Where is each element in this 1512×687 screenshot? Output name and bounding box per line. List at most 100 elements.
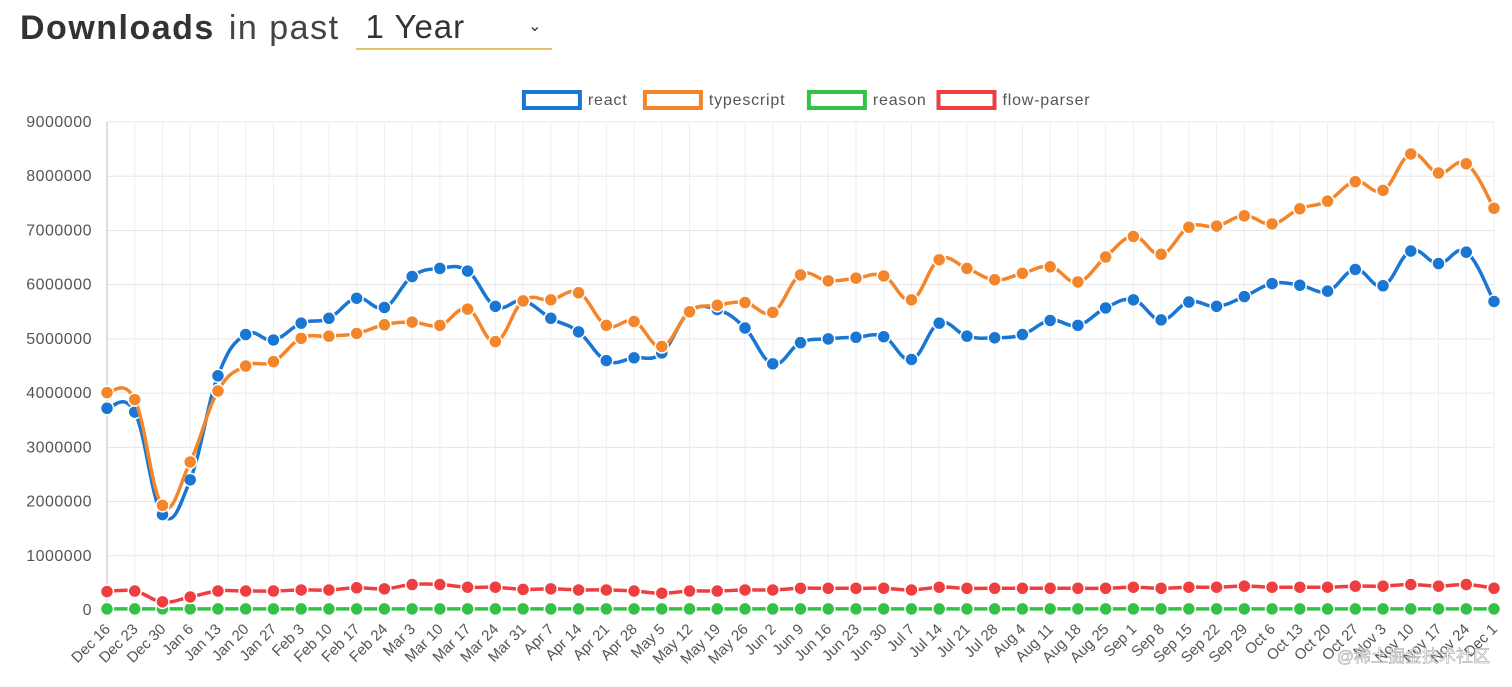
data-point-typescript[interactable] [626, 314, 642, 329]
data-point-react[interactable] [1042, 313, 1058, 328]
data-point-react[interactable] [987, 330, 1002, 346]
data-point-flow-parser[interactable] [571, 582, 586, 598]
data-point-reason[interactable] [182, 601, 198, 617]
data-point-typescript[interactable] [1126, 229, 1141, 244]
data-point-reason[interactable] [931, 601, 947, 617]
data-point-reason[interactable] [210, 601, 226, 617]
data-point-flow-parser[interactable] [155, 594, 170, 610]
data-point-typescript[interactable] [321, 328, 337, 344]
data-point-reason[interactable] [599, 601, 614, 617]
data-point-react[interactable] [321, 311, 337, 326]
data-point-flow-parser[interactable] [1209, 579, 1224, 595]
data-point-react[interactable] [1375, 278, 1391, 294]
data-point-react[interactable] [1181, 294, 1197, 310]
data-point-react[interactable] [931, 315, 947, 331]
data-point-reason[interactable] [626, 601, 642, 617]
data-point-flow-parser[interactable] [1098, 581, 1113, 596]
data-point-flow-parser[interactable] [1459, 577, 1474, 592]
data-point-flow-parser[interactable] [848, 581, 864, 596]
data-point-flow-parser[interactable] [765, 582, 781, 598]
data-point-react[interactable] [1486, 294, 1502, 309]
legend-item-typescript[interactable]: typescript [642, 90, 785, 110]
data-point-typescript[interactable] [1292, 201, 1308, 217]
data-point-react[interactable] [266, 332, 281, 348]
data-point-react[interactable] [404, 269, 420, 284]
data-point-reason[interactable] [1042, 601, 1058, 617]
data-point-react[interactable] [1070, 318, 1086, 333]
data-point-react[interactable] [488, 299, 503, 314]
data-point-react[interactable] [765, 356, 781, 372]
data-point-flow-parser[interactable] [654, 585, 670, 601]
data-point-flow-parser[interactable] [710, 583, 725, 599]
data-point-react[interactable] [543, 311, 559, 326]
data-point-flow-parser[interactable] [99, 584, 115, 599]
data-point-typescript[interactable] [488, 334, 503, 349]
data-point-react[interactable] [1098, 300, 1113, 316]
data-point-flow-parser[interactable] [737, 582, 753, 598]
data-point-flow-parser[interactable] [1348, 578, 1363, 594]
data-point-flow-parser[interactable] [182, 589, 198, 605]
data-point-react[interactable] [349, 290, 364, 306]
data-point-react[interactable] [1237, 289, 1252, 304]
data-point-typescript[interactable] [1486, 200, 1502, 216]
data-point-reason[interactable] [904, 601, 919, 617]
data-point-reason[interactable] [1403, 601, 1419, 617]
data-point-reason[interactable] [266, 601, 281, 617]
data-point-react[interactable] [293, 315, 309, 331]
data-point-reason[interactable] [349, 601, 364, 617]
data-point-typescript[interactable] [1403, 146, 1419, 162]
data-point-flow-parser[interactable] [377, 581, 392, 597]
data-point-react[interactable] [210, 368, 226, 384]
data-point-typescript[interactable] [959, 261, 975, 276]
data-point-react[interactable] [820, 331, 836, 347]
data-point-flow-parser[interactable] [293, 582, 309, 598]
data-point-react[interactable] [1459, 244, 1474, 260]
data-point-react[interactable] [1209, 299, 1224, 314]
data-point-flow-parser[interactable] [599, 582, 614, 598]
data-point-react[interactable] [1153, 312, 1169, 328]
data-point-react[interactable] [1126, 292, 1141, 308]
data-point-react[interactable] [1264, 276, 1280, 291]
data-point-typescript[interactable] [599, 318, 614, 333]
data-point-reason[interactable] [1264, 601, 1280, 617]
data-point-flow-parser[interactable] [626, 583, 642, 599]
data-point-flow-parser[interactable] [1181, 579, 1197, 595]
data-point-react[interactable] [1320, 283, 1335, 299]
data-point-reason[interactable] [432, 601, 448, 617]
data-point-reason[interactable] [1348, 601, 1363, 617]
data-point-reason[interactable] [377, 601, 392, 617]
data-point-flow-parser[interactable] [682, 583, 697, 599]
data-point-typescript[interactable] [793, 267, 808, 283]
data-point-typescript[interactable] [654, 339, 670, 354]
data-point-reason[interactable] [737, 601, 753, 617]
period-select[interactable]: 1 Year ⌄ [355, 6, 552, 50]
data-point-flow-parser[interactable] [266, 583, 281, 599]
data-point-typescript[interactable] [987, 272, 1002, 288]
data-point-typescript[interactable] [404, 314, 420, 330]
data-point-react[interactable] [876, 329, 891, 344]
data-point-flow-parser[interactable] [349, 580, 364, 596]
data-point-reason[interactable] [1098, 601, 1113, 617]
data-point-reason[interactable] [682, 601, 697, 617]
data-point-reason[interactable] [710, 601, 725, 617]
data-point-reason[interactable] [1375, 601, 1391, 617]
data-point-typescript[interactable] [99, 385, 115, 400]
data-point-flow-parser[interactable] [1320, 579, 1335, 595]
data-point-reason[interactable] [1320, 601, 1335, 617]
data-point-flow-parser[interactable] [1292, 579, 1308, 595]
data-point-flow-parser[interactable] [404, 577, 420, 592]
data-point-reason[interactable] [321, 601, 337, 617]
data-point-reason[interactable] [238, 601, 253, 617]
data-point-reason[interactable] [1486, 601, 1502, 617]
data-point-typescript[interactable] [377, 317, 392, 333]
data-point-typescript[interactable] [1375, 183, 1391, 198]
data-point-react[interactable] [1292, 277, 1308, 293]
data-point-reason[interactable] [488, 601, 503, 617]
data-point-reason[interactable] [1070, 601, 1086, 617]
data-point-reason[interactable] [1292, 601, 1308, 617]
data-point-reason[interactable] [1126, 601, 1141, 617]
data-point-react[interactable] [1403, 243, 1419, 259]
data-point-typescript[interactable] [904, 292, 919, 308]
data-point-typescript[interactable] [1098, 249, 1113, 265]
data-point-react[interactable] [793, 335, 808, 350]
